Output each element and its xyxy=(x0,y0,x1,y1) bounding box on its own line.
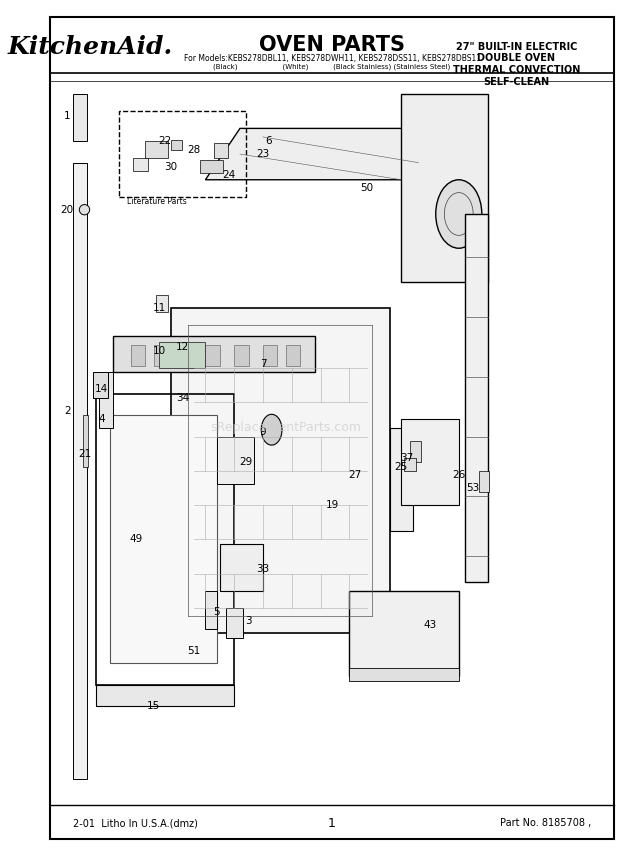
Text: 10: 10 xyxy=(153,346,166,356)
Bar xyxy=(171,140,182,150)
Text: 14: 14 xyxy=(95,384,108,395)
Text: 2-01  Litho In U.S.A.(dmz): 2-01 Litho In U.S.A.(dmz) xyxy=(73,818,198,829)
Text: 37: 37 xyxy=(401,453,414,463)
Bar xyxy=(171,308,390,633)
Bar xyxy=(200,160,223,173)
Text: 20: 20 xyxy=(61,205,74,215)
Bar xyxy=(205,591,217,629)
Text: 43: 43 xyxy=(423,620,436,630)
Text: 5: 5 xyxy=(214,607,220,617)
Text: 23: 23 xyxy=(256,149,270,159)
Text: 6: 6 xyxy=(265,136,272,146)
Bar xyxy=(390,428,413,531)
Bar xyxy=(145,141,168,158)
Bar xyxy=(479,471,489,492)
Text: 3: 3 xyxy=(246,615,252,626)
Text: 1: 1 xyxy=(328,817,336,830)
Bar xyxy=(286,345,301,366)
Text: 33: 33 xyxy=(256,564,270,574)
Text: 24: 24 xyxy=(222,170,235,181)
Bar xyxy=(83,415,88,467)
Text: 51: 51 xyxy=(187,645,200,656)
Text: 11: 11 xyxy=(153,303,166,313)
Text: 53: 53 xyxy=(466,483,480,493)
Text: 22: 22 xyxy=(159,136,172,146)
Bar xyxy=(410,441,422,462)
Text: 12: 12 xyxy=(175,342,189,352)
Bar xyxy=(464,214,487,582)
Circle shape xyxy=(261,414,282,445)
Text: 34: 34 xyxy=(175,393,189,403)
Bar xyxy=(73,163,87,779)
Bar xyxy=(401,94,487,282)
Bar xyxy=(217,437,254,484)
Text: 19: 19 xyxy=(326,500,339,510)
Bar xyxy=(156,295,168,312)
Text: sReplacementParts.com: sReplacementParts.com xyxy=(211,421,361,435)
Ellipse shape xyxy=(79,205,90,215)
Text: 7: 7 xyxy=(260,359,267,369)
Text: Part No. 8185708 ,: Part No. 8185708 , xyxy=(500,818,591,829)
Bar xyxy=(159,342,205,368)
Text: 50: 50 xyxy=(360,183,373,193)
Text: KitchenAid.: KitchenAid. xyxy=(7,35,173,59)
Text: For Models:KEBS278DBL11, KEBS278DWH11, KEBS278DSS11, KEBS278DBS11: For Models:KEBS278DBL11, KEBS278DWH11, K… xyxy=(184,54,480,62)
Bar xyxy=(177,345,191,366)
Text: Literature Parts: Literature Parts xyxy=(126,197,187,206)
Bar xyxy=(154,345,168,366)
Text: 26: 26 xyxy=(452,470,466,480)
Bar xyxy=(404,458,415,471)
Bar xyxy=(119,111,246,197)
Bar xyxy=(205,345,220,366)
Bar xyxy=(226,608,243,638)
Circle shape xyxy=(436,180,482,248)
Text: 49: 49 xyxy=(130,534,143,544)
Text: 2: 2 xyxy=(64,406,71,416)
Bar xyxy=(113,336,315,372)
Bar xyxy=(234,345,249,366)
Bar xyxy=(263,345,277,366)
Text: 15: 15 xyxy=(147,701,160,711)
Text: 21: 21 xyxy=(78,449,91,459)
Text: 27: 27 xyxy=(348,470,361,480)
Bar xyxy=(220,544,263,591)
Text: (Black)                    (White)           (Black Stainless) (Stainless Steel): (Black) (White) (Black Stainless) (Stain… xyxy=(213,63,451,70)
Bar xyxy=(110,415,217,663)
Bar xyxy=(96,394,234,685)
Bar xyxy=(96,685,234,706)
Text: 1: 1 xyxy=(64,110,71,121)
Text: 30: 30 xyxy=(164,162,177,172)
Text: 25: 25 xyxy=(394,461,408,472)
Text: 27" BUILT-IN ELECTRIC
DOUBLE OVEN
THERMAL CONVECTION
SELF-CLEAN: 27" BUILT-IN ELECTRIC DOUBLE OVEN THERMA… xyxy=(453,42,580,86)
Bar xyxy=(73,94,87,141)
Text: 29: 29 xyxy=(239,457,252,467)
Text: 9: 9 xyxy=(260,427,267,437)
Text: 28: 28 xyxy=(187,145,200,155)
Bar xyxy=(99,372,113,428)
Text: OVEN PARTS: OVEN PARTS xyxy=(259,34,405,55)
Bar xyxy=(349,668,459,681)
Text: 4: 4 xyxy=(99,414,105,425)
Bar xyxy=(93,372,107,398)
Bar xyxy=(349,591,459,676)
Bar xyxy=(214,143,228,158)
Bar xyxy=(401,419,459,505)
Bar xyxy=(131,345,145,366)
Bar xyxy=(133,158,148,171)
Polygon shape xyxy=(205,128,436,180)
